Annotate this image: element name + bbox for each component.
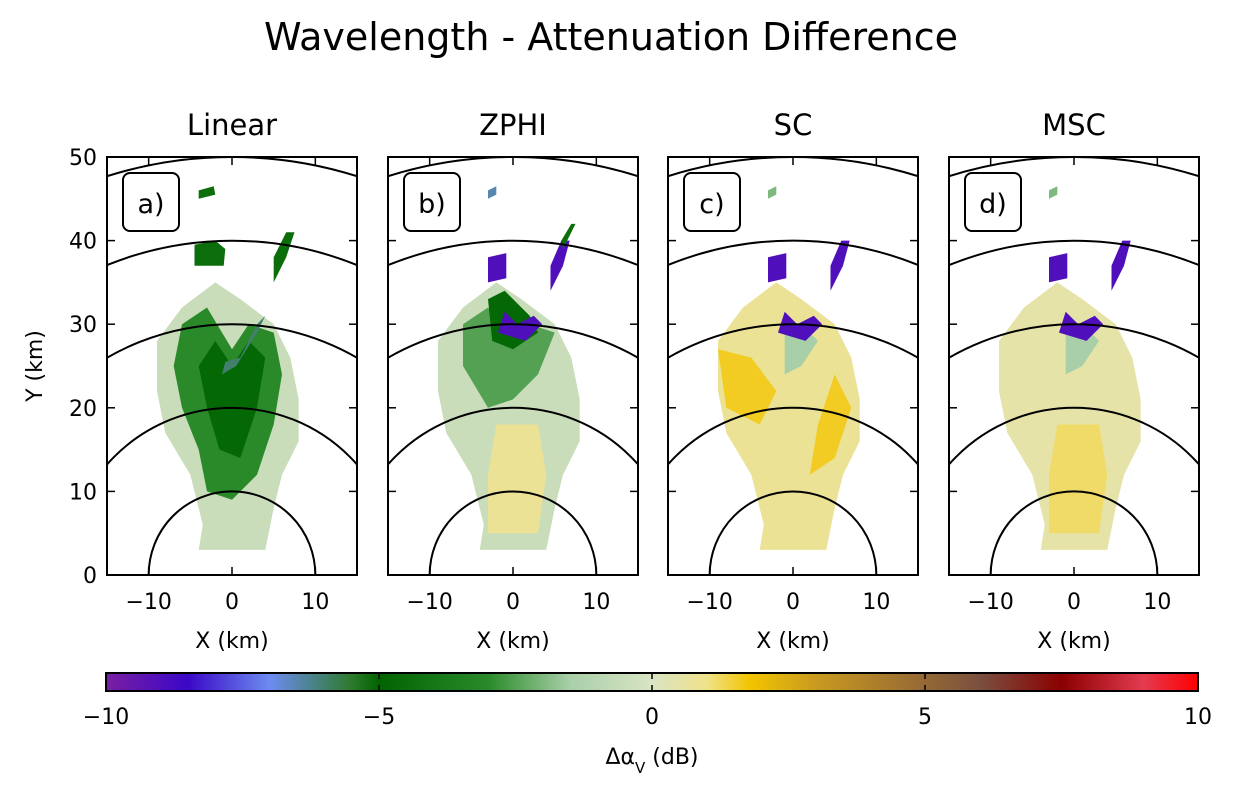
- colorbar-label-unit: (dB): [645, 745, 698, 770]
- colorbar-label-main: Δα: [605, 745, 635, 770]
- y-tick-label: 20: [69, 397, 97, 422]
- y-tick-label: 30: [69, 313, 97, 338]
- data-region: [768, 253, 787, 283]
- panel-3: −10 0 10 SC c) X (km): [667, 108, 919, 654]
- x-tick-label: 10: [301, 590, 329, 615]
- range-ring: [388, 406, 638, 466]
- plot-area: [949, 157, 1199, 575]
- panel-label: c): [699, 189, 724, 220]
- panel-label: d): [979, 189, 1007, 220]
- x-axis-label: X (km): [1037, 629, 1110, 654]
- colorbar-label: ΔαV (dB): [605, 745, 698, 777]
- x-tick-label: −10: [125, 590, 171, 615]
- panel-2: −10 0 10 ZPHI b) X (km): [387, 108, 639, 654]
- colorbar: −10 −5 0 5 10 ΔαV (dB): [83, 672, 1212, 777]
- data-region: [718, 349, 777, 425]
- figure-title: Wavelength - Attenuation Difference: [264, 15, 958, 59]
- range-ring: [107, 407, 357, 467]
- data-region: [1049, 424, 1108, 534]
- attenuation-field: [999, 186, 1141, 550]
- attenuation-field: [157, 186, 299, 550]
- range-ring: [388, 239, 638, 267]
- data-region: [222, 315, 266, 375]
- x-tick-label: 0: [1067, 590, 1081, 615]
- panel-label-box: [122, 172, 180, 232]
- range-ring: [107, 323, 357, 359]
- plot-area: [668, 157, 918, 575]
- data-region: [830, 240, 850, 291]
- data-region: [1049, 186, 1058, 199]
- data-region: [488, 186, 497, 199]
- x-axis-label: X (km): [756, 629, 829, 654]
- colorbar-tick-label: −5: [363, 705, 395, 730]
- colorbar-tick-label: 10: [1184, 705, 1212, 730]
- range-ring: [949, 406, 1199, 466]
- panel-title: MSC: [1042, 108, 1106, 142]
- x-tick-label: −10: [406, 590, 452, 615]
- panel-label-box: [964, 172, 1022, 232]
- panel-label: a): [137, 189, 164, 220]
- panel-label-box: [683, 172, 741, 232]
- y-tick-label: 50: [69, 146, 97, 171]
- colorbar-label-sub: V: [635, 759, 646, 777]
- data-region: [778, 311, 823, 341]
- x-tick-label: 0: [225, 590, 239, 615]
- data-region: [498, 311, 543, 341]
- data-region: [809, 374, 852, 475]
- range-ring: [989, 491, 1159, 575]
- range-ring: [668, 406, 918, 466]
- panel-label-box: [403, 172, 461, 232]
- data-region: [561, 223, 576, 249]
- data-region: [273, 232, 295, 283]
- y-tick-label: 0: [83, 564, 97, 589]
- range-ring: [388, 323, 638, 359]
- data-region: [768, 186, 777, 199]
- panel-label: b): [418, 189, 446, 220]
- range-ring: [668, 323, 918, 359]
- panel-title: ZPHI: [479, 108, 547, 142]
- data-region: [198, 340, 266, 458]
- x-tick-label: −10: [686, 590, 732, 615]
- x-tick-label: 10: [582, 590, 610, 615]
- plot-area: [388, 157, 638, 575]
- data-region: [488, 424, 547, 534]
- range-ring: [708, 490, 878, 575]
- data-region: [718, 282, 860, 550]
- data-region: [1049, 253, 1068, 283]
- x-axis-label: X (km): [195, 629, 268, 654]
- x-axis-label: X (km): [476, 629, 549, 654]
- colorbar-tick-label: −10: [83, 705, 129, 730]
- x-tick-label: 10: [1143, 590, 1171, 615]
- x-tick-label: 10: [862, 590, 890, 615]
- panel-title: Linear: [187, 108, 277, 142]
- y-tick-label: 10: [69, 480, 97, 505]
- colorbar-ticks: −10 −5 0 5 10: [83, 673, 1212, 730]
- plot-area: [107, 157, 357, 575]
- attenuation-field: [718, 186, 860, 550]
- range-ring: [949, 323, 1199, 359]
- attenuation-field: [438, 186, 580, 550]
- range-ring: [428, 490, 598, 575]
- panel-title: SC: [774, 108, 813, 142]
- data-region: [194, 240, 226, 266]
- range-ring: [107, 239, 357, 267]
- x-tick-label: 0: [786, 590, 800, 615]
- panel-4: −10 0 10 MSC d) X (km): [948, 108, 1200, 654]
- data-region: [1111, 240, 1131, 291]
- x-tick-label: 0: [506, 590, 520, 615]
- panel-1: −10 0 10 0 10 20 30 40 50 Linear a) X (km) Y (km): [23, 108, 358, 654]
- data-region: [1059, 311, 1104, 341]
- data-region: [488, 253, 507, 283]
- colorbar-tick-label: 5: [918, 705, 932, 730]
- data-region: [198, 186, 216, 199]
- x-tick-label: −10: [967, 590, 1013, 615]
- range-ring: [949, 240, 1199, 268]
- data-region: [550, 240, 570, 291]
- y-axis-label: Y (km): [23, 330, 48, 403]
- colorbar-tick-label: 0: [645, 705, 659, 730]
- range-ring: [147, 490, 317, 575]
- y-tick-label: 40: [69, 230, 97, 255]
